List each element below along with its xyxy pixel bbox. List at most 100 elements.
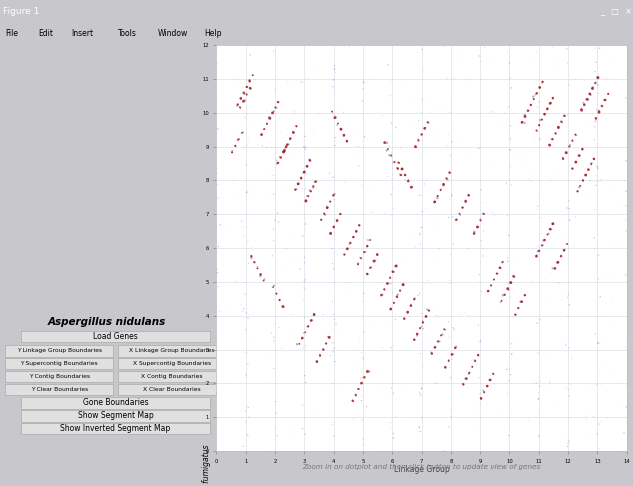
Point (342, 245, 353, 253)
Point (349, 415, 359, 422)
Point (422, 306, 432, 313)
Point (382, 61, 392, 69)
Point (344, 240, 354, 248)
Point (422, 277, 432, 285)
Point (353, 385, 363, 393)
Point (531, 49, 541, 56)
Point (446, 280, 456, 288)
Point (266, 329, 277, 337)
Point (413, 292, 423, 299)
Point (243, 314, 253, 322)
Point (299, 277, 309, 285)
Text: Y Supercontig Boundaries: Y Supercontig Boundaries (20, 361, 98, 366)
Point (396, 171, 406, 179)
Point (356, 375, 366, 382)
Point (273, 209, 283, 217)
Point (591, 116, 601, 124)
Point (275, 296, 285, 304)
Point (395, 286, 405, 294)
Point (330, 49, 341, 57)
Point (238, 442, 248, 450)
Point (545, 380, 555, 388)
Point (329, 410, 339, 418)
Point (444, 364, 454, 371)
Point (385, 92, 395, 100)
Point (624, 400, 633, 408)
Point (212, 265, 222, 273)
Point (451, 216, 461, 224)
Point (509, 236, 519, 243)
Point (386, 109, 396, 117)
Point (306, 316, 316, 324)
Point (304, 65, 314, 72)
Point (591, 58, 601, 66)
Point (502, 211, 512, 219)
Point (370, 257, 380, 264)
Point (461, 375, 472, 382)
Point (353, 260, 363, 267)
Point (460, 153, 470, 160)
Point (377, 291, 387, 298)
Point (552, 259, 562, 266)
Point (537, 79, 548, 87)
Point (268, 122, 278, 130)
Text: Show Inverted Segment Map: Show Inverted Segment Map (60, 424, 171, 433)
Point (318, 346, 329, 353)
Point (333, 120, 343, 127)
Point (430, 279, 440, 287)
Point (444, 213, 454, 221)
Point (505, 278, 515, 286)
Point (213, 60, 223, 68)
Point (261, 116, 271, 124)
Point (228, 177, 238, 185)
Point (356, 254, 366, 262)
Point (300, 431, 310, 438)
Point (336, 125, 346, 133)
Point (241, 98, 251, 105)
Point (505, 163, 515, 171)
Point (533, 192, 543, 200)
Point (371, 384, 381, 392)
Point (504, 176, 514, 184)
Point (303, 192, 313, 200)
Point (255, 272, 265, 280)
Point (622, 339, 632, 347)
Point (309, 127, 319, 135)
Point (487, 383, 497, 391)
Point (594, 127, 604, 135)
Point (446, 192, 456, 200)
Point (245, 51, 255, 59)
Point (214, 308, 224, 315)
Point (311, 358, 322, 366)
Point (542, 231, 553, 239)
Point (620, 343, 630, 350)
Point (460, 375, 470, 382)
Point (548, 220, 558, 227)
Point (319, 382, 329, 390)
Point (623, 363, 633, 371)
Point (418, 316, 428, 324)
Point (270, 319, 280, 327)
Point (303, 192, 313, 200)
Point (551, 62, 561, 70)
Point (498, 410, 508, 418)
Point (486, 107, 496, 115)
Point (522, 151, 532, 158)
Point (369, 257, 379, 265)
Point (498, 120, 508, 127)
Point (565, 77, 575, 85)
Point (429, 198, 439, 206)
Point (308, 183, 318, 191)
Point (300, 175, 310, 183)
Point (393, 158, 403, 166)
Point (241, 407, 251, 415)
Point (530, 54, 540, 62)
Point (538, 237, 548, 244)
Point (446, 413, 456, 420)
Text: Figure 1: Figure 1 (3, 7, 39, 17)
Point (298, 170, 308, 177)
Text: Insert: Insert (71, 29, 93, 38)
Point (357, 182, 367, 190)
Point (447, 446, 457, 454)
Point (532, 251, 542, 259)
